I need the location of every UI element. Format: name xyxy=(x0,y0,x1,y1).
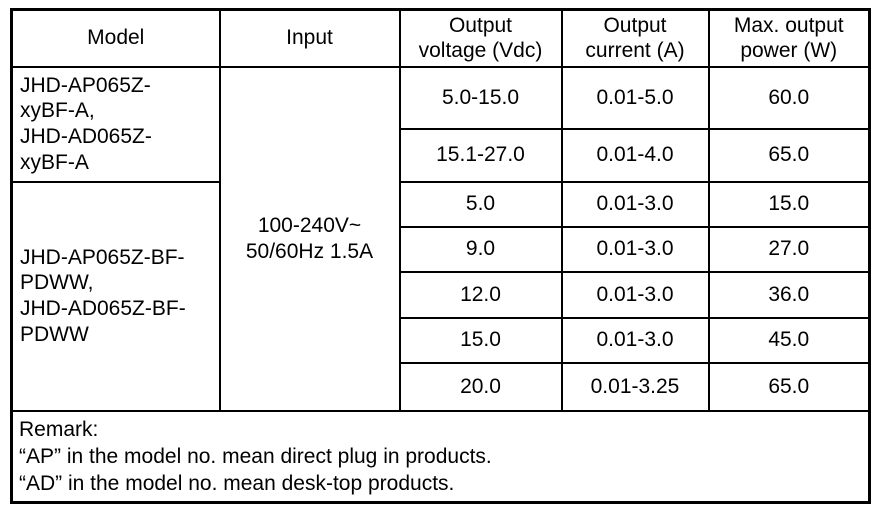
power-cell: 15.0 xyxy=(707,180,871,228)
power-cell: 45.0 xyxy=(707,316,871,364)
voltage-cell: 15.0 xyxy=(398,316,563,364)
col-header-output-voltage: Output voltage (Vdc) xyxy=(398,8,563,68)
remark-row: Remark: “AP” in the model no. mean direc… xyxy=(10,409,871,503)
voltage-cell: 20.0 xyxy=(398,361,563,412)
power-cell: 65.0 xyxy=(707,361,871,412)
table-row: 15.1-27.0 0.01-4.0 65.0 xyxy=(12,127,871,183)
current-cell: 0.01-3.0 xyxy=(560,180,710,228)
col-header-output-current: Output current (A) xyxy=(560,8,710,68)
remark-title: Remark: xyxy=(19,417,99,441)
remark-line-ad: “AD” in the model no. mean desk-top prod… xyxy=(19,471,455,495)
power-cell: 27.0 xyxy=(707,225,871,273)
current-cell: 0.01-5.0 xyxy=(560,65,710,130)
voltage-cell: 15.1-27.0 xyxy=(398,127,563,183)
header-row: Model Input Output voltage (Vdc) Output … xyxy=(10,8,871,68)
voltage-cell: 5.0 xyxy=(398,180,563,228)
model-group-b-cell: JHD-AP065Z-BF- PDWW, JHD-AD065Z-BF- PDWW xyxy=(10,180,221,412)
power-cell: 60.0 xyxy=(707,65,871,130)
model-group-a-cell: JHD-AP065Z- xyBF-A, JHD-AD065Z- xyBF-A xyxy=(10,65,221,183)
table-row: JHD-AP065Z-BF- PDWW, JHD-AD065Z-BF- PDWW… xyxy=(10,180,871,412)
remark-line-ap: “AP” in the model no. mean direct plug i… xyxy=(19,444,492,468)
table-row: 20.0 0.01-3.25 65.0 xyxy=(12,361,871,412)
power-cell: 36.0 xyxy=(707,270,871,319)
table-row: 15.0 0.01-3.0 45.0 xyxy=(12,316,871,364)
table-row: 12.0 0.01-3.0 36.0 xyxy=(12,270,871,319)
current-cell: 0.01-3.0 xyxy=(560,225,710,273)
current-cell: 0.01-3.0 xyxy=(560,270,710,319)
current-cell: 0.01-3.0 xyxy=(560,316,710,364)
current-cell: 0.01-4.0 xyxy=(560,127,710,183)
voltage-cell: 5.0-15.0 xyxy=(398,65,563,130)
remark-cell: Remark: “AP” in the model no. mean direc… xyxy=(10,409,871,503)
table-row: 9.0 0.01-3.0 27.0 xyxy=(12,225,871,273)
power-spec-table: Model Input Output voltage (Vdc) Output … xyxy=(10,8,871,504)
current-cell: 0.01-3.25 xyxy=(560,361,710,412)
col-header-input: Input xyxy=(218,8,401,68)
voltage-cell: 9.0 xyxy=(398,225,563,273)
input-cell: 100-240V~ 50/60Hz 1.5A xyxy=(218,65,401,412)
col-header-model: Model xyxy=(10,8,221,68)
table-row: JHD-AP065Z- xyBF-A, JHD-AD065Z- xyBF-A 1… xyxy=(10,65,871,412)
power-cell: 65.0 xyxy=(707,127,871,183)
col-header-max-output-power: Max. output power (W) xyxy=(707,8,871,68)
voltage-cell: 12.0 xyxy=(398,270,563,319)
